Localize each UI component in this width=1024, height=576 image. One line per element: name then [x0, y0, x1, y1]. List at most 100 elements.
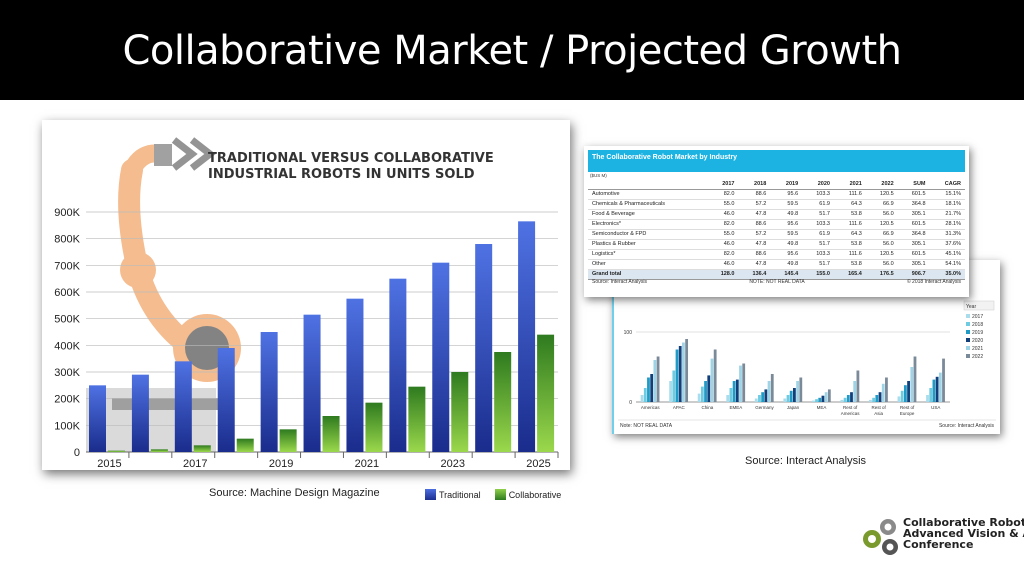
region-bar [770, 374, 774, 402]
region-bar [913, 356, 917, 402]
region-x-label: China [701, 405, 713, 410]
region-bar [897, 396, 901, 402]
legend-label-collaborative: Collaborative [508, 489, 562, 500]
table-footer-source: Source: Interact Analysis [592, 279, 648, 285]
region-legend-label: 2019 [972, 330, 983, 336]
collaborative-bar [236, 438, 254, 452]
table-header-cell: CAGR [929, 180, 965, 190]
x-tick-label: 2023 [440, 458, 464, 470]
region-bar [653, 360, 657, 402]
region-x-label: Japan [787, 405, 800, 410]
industry-table: 2017 2018 2019 2020 2021 2022 SUM CAGR Automotiv… [588, 180, 965, 280]
region-legend-swatch [966, 330, 970, 334]
logo-line-2: Advanced Vision & AI [903, 527, 1024, 540]
traditional-bar [346, 298, 364, 452]
table-cell: 47.8 [738, 239, 771, 250]
table-cell: 21.7% [929, 209, 965, 220]
table-cell: 53.8 [833, 259, 866, 270]
collaborative-bar [365, 402, 383, 452]
table-cell: 120.5 [865, 219, 898, 230]
table-row: Electronics* 82.0 88.6 95.6 103.3 111.6 120.5 6… [588, 219, 965, 230]
logo-line-1: Collaborative Robots, [903, 516, 1024, 529]
region-legend-label: 2020 [972, 338, 983, 344]
table-cell: 61.9 [802, 199, 834, 210]
region-bar [929, 388, 933, 402]
region-bar [821, 395, 825, 402]
table-cell: 120.5 [865, 249, 898, 260]
region-legend-swatch [966, 338, 970, 342]
collaborative-bar [279, 429, 297, 452]
table-cell: 82.0 [706, 189, 739, 200]
table-cell: 95.6 [770, 219, 803, 230]
legend-collaborative: Collaborative [494, 489, 562, 500]
table-cell: 56.0 [865, 209, 898, 220]
x-tick-label: 2015 [97, 458, 121, 470]
region-legend-label: 2017 [972, 314, 983, 320]
region-x-label: Germany [755, 405, 774, 410]
table-cell: 51.7 [802, 209, 834, 220]
robots-units-chart-svg: TRADITIONAL VERSUS COLLABORATIVEINDUSTRI… [54, 137, 559, 470]
region-legend-title: Year [966, 304, 976, 310]
table-footer-note: NOTE: NOT REAL DATA [749, 279, 805, 285]
traditional-bar [389, 278, 407, 452]
region-bar [732, 381, 736, 402]
x-tick-label: 2019 [269, 458, 293, 470]
table-row: Food & Beverage 46.0 47.8 49.8 51.7 53.8 56.0 3… [588, 209, 965, 220]
x-tick-label: 2021 [355, 458, 379, 470]
table-cell: 61.9 [802, 229, 834, 240]
main-chart-legend: Traditional Collaborative [425, 489, 575, 500]
region-bar [796, 381, 799, 402]
table-cell: 56.0 [865, 239, 898, 250]
region-legend-swatch [966, 346, 970, 350]
region-bar [656, 356, 660, 402]
region-bar [783, 398, 787, 402]
region-x-label: Americas [641, 405, 661, 410]
region-footer-note: Note: NOT REAL DATA [620, 423, 673, 429]
logo-line-3: Conference [903, 538, 974, 551]
table-cell: 601.5 [897, 219, 930, 230]
table-row: Plastics & Rubber 46.0 47.8 49.8 51.7 53.8 56.… [588, 239, 965, 250]
industry-table-unit: ($US M) [590, 173, 607, 178]
table-row: Automotive 82.0 88.6 95.6 103.3 111.6 120.5 601… [588, 189, 965, 200]
region-bar [710, 358, 714, 402]
region-bar [650, 374, 654, 402]
region-bar [726, 395, 730, 402]
traditional-bar [217, 348, 235, 452]
legend-traditional: Traditional [425, 489, 481, 500]
table-cell: Electronics* [588, 219, 707, 230]
table-cell: 46.0 [706, 209, 739, 220]
table-header-cell: 2017 [706, 180, 739, 190]
table-cell: 155.0 [802, 269, 834, 280]
region-bar [640, 395, 644, 402]
y-tick-label: 700K [54, 260, 80, 272]
traditional-bar [131, 374, 149, 452]
industry-table-footer: Source: Interact Analysis NOTE: NOT REAL… [592, 279, 961, 285]
region-legend-header [963, 300, 995, 311]
table-cell: 305.1 [897, 239, 930, 250]
region-y-tick-label: 100 [624, 330, 633, 336]
table-cell: Other [588, 259, 707, 270]
table-cell: Automotive [588, 189, 707, 200]
table-header-cell: 2021 [833, 180, 866, 190]
legend-swatch-collaborative [494, 489, 506, 500]
region-legend-label: 2021 [972, 346, 983, 352]
region-bar [910, 367, 914, 402]
table-cell: 95.6 [770, 189, 803, 200]
region-chart-svg: 0 100 Americas APAC China EMEA Germany Japan MEA… [618, 300, 996, 429]
table-cell: 111.6 [833, 219, 866, 230]
table-cell: 53.8 [833, 239, 866, 250]
region-bar [786, 395, 790, 402]
y-tick-label: 600K [54, 287, 80, 299]
table-cell: Grand total [588, 269, 707, 280]
region-bar [767, 381, 771, 402]
collaborative-bar [108, 450, 125, 452]
conference-logo [858, 513, 1024, 569]
region-bar [685, 339, 689, 402]
table-cell: 364.8 [897, 229, 930, 240]
collaborative-bar [494, 352, 512, 452]
table-cell: 66.9 [865, 199, 898, 210]
legend-label-traditional: Traditional [439, 489, 481, 500]
table-cell: 364.8 [897, 199, 930, 210]
main-chart-heading-line-1: TRADITIONAL VERSUS COLLABORATIVE [208, 151, 494, 166]
region-bar [739, 365, 742, 402]
